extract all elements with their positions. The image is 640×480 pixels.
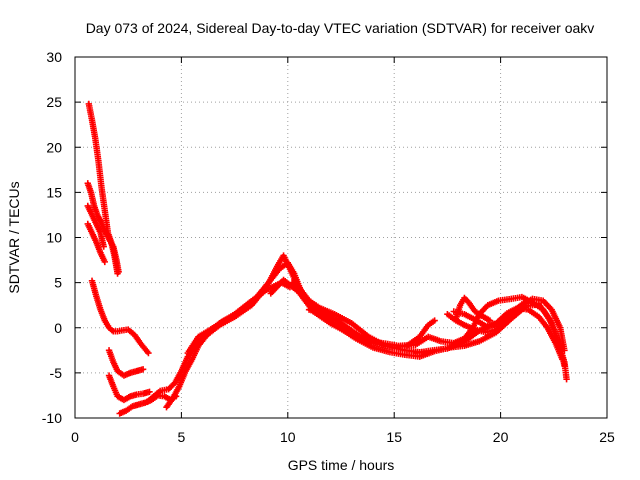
series-arc-d [84,220,108,266]
data-layer [84,100,570,417]
data-point [115,268,122,275]
series-arc-g [105,372,153,404]
series-arc-b [84,180,122,275]
x-tick-label: 20 [493,429,509,445]
series-arc-q [444,311,511,336]
y-tick-label: 0 [54,320,62,336]
data-point [563,375,570,383]
data-point [100,243,107,250]
chart-title: Day 073 of 2024, Sidereal Day-to-day VTE… [86,20,595,36]
x-tick-label: 15 [386,429,402,445]
series-arc-f [105,347,147,379]
y-tick-label: -5 [50,365,63,381]
series-arc-r [450,304,566,363]
y-tick-label: 10 [46,230,62,246]
data-point [431,317,438,324]
grid-layer [75,57,607,418]
y-tick-label: 30 [46,49,62,65]
y-axis-title: SDTVAR / TECUs [6,181,22,293]
tick-layer: 0 5 10 15 20 25 -10 -5 0 5 10 15 20 25 30 [42,49,615,445]
data-point [101,258,108,266]
series-arc-c [84,202,107,250]
y-tick-label: 20 [46,139,62,155]
y-tick-label: 15 [46,184,62,200]
series-arc-e [88,277,152,357]
x-tick-label: 5 [178,429,186,445]
data-point [145,349,152,357]
y-tick-label: -10 [42,410,62,426]
x-axis-title: GPS time / hours [288,457,395,473]
data-point [503,317,511,324]
y-tick-label: 5 [54,275,62,291]
data-point [561,347,568,354]
x-tick-label: 25 [599,429,615,445]
x-tick-label: 0 [71,429,79,445]
data-point [561,362,568,369]
data-point [559,356,566,363]
x-tick-label: 10 [280,429,296,445]
data-point [139,366,147,373]
y-tick-label: 25 [46,94,62,110]
data-point [146,388,153,396]
